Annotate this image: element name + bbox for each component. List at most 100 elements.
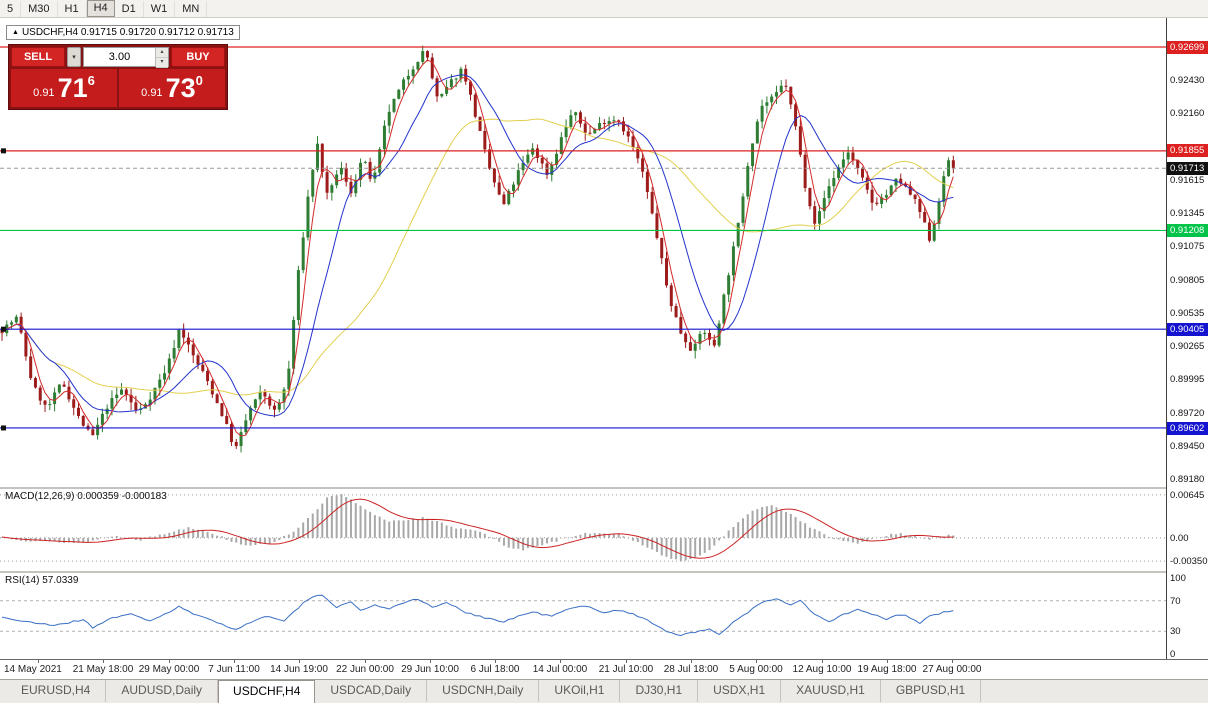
- time-axis-label: 21 May 18:00: [72, 664, 134, 675]
- pane-splitter[interactable]: [0, 487, 1208, 489]
- sell-price[interactable]: 0.91 71 6: [11, 69, 117, 107]
- chart-tab-usdcad-daily[interactable]: USDCAD,Daily: [315, 680, 428, 702]
- main-chart-pane[interactable]: ▲ USDCHF,H4 0.91715 0.91720 0.91712 0.917…: [0, 18, 1166, 487]
- time-axis-tick: [887, 660, 888, 663]
- time-axis-label: 5 Aug 00:00: [729, 664, 783, 675]
- time-axis-tick: [299, 660, 300, 663]
- price-axis-label: 0.91075: [1170, 241, 1205, 253]
- time-axis-tick: [756, 660, 757, 663]
- trade-prices-row: 0.91 71 6 0.91 73 0: [11, 69, 225, 107]
- sell-price-pipette: 6: [87, 72, 95, 88]
- price-axis-label: 0.90535: [1170, 307, 1205, 319]
- time-axis-tick: [234, 660, 235, 663]
- ma-mid-line: [1, 74, 954, 417]
- macd-canvas: [0, 494, 1166, 562]
- time-axis-tick: [169, 660, 170, 663]
- price-axis-label: 0.90805: [1170, 274, 1205, 286]
- buy-button[interactable]: BUY: [171, 47, 225, 67]
- symbol-ohlc-text: USDCHF,H4 0.91715 0.91720 0.91712 0.9171…: [21, 27, 234, 38]
- chart-tab-dj30-h1[interactable]: DJ30,H1: [620, 680, 699, 702]
- ma-fast-line: [1, 59, 954, 437]
- time-axis-tick: [560, 660, 561, 663]
- main-chart-canvas[interactable]: [0, 18, 1166, 487]
- chart-tab-usdcnh-daily[interactable]: USDCNH,Daily: [427, 680, 540, 702]
- macd-axis-label: 0.00645: [1170, 489, 1205, 501]
- price-axis-label: 0.90265: [1170, 340, 1205, 352]
- chart-tab-bar: EURUSD,H4 AUDUSD,Daily USDCHF,H4 USDCAD,Dai…: [0, 679, 1208, 703]
- time-axis-tick: [952, 660, 953, 663]
- timeframe-button-5[interactable]: 5: [0, 0, 22, 17]
- chart-tab-usdx-h1[interactable]: USDX,H1: [698, 680, 782, 702]
- spinner-up-icon[interactable]: ▴: [156, 48, 168, 58]
- macd-label: MACD(12,26,9) 0.000359 -0.000183: [5, 491, 167, 502]
- buy-price-big: 73: [165, 73, 196, 103]
- rsi-canvas: [0, 594, 1166, 637]
- volume-spinner: ▴ ▾: [155, 48, 168, 68]
- timeframe-button-m30[interactable]: M30: [21, 0, 58, 17]
- macd-signal-line: [1, 498, 954, 559]
- rsi-axis-label: 100: [1170, 573, 1186, 584]
- price-axis-label: 0.92430: [1170, 74, 1205, 86]
- price-tag-0.90405: 0.90405: [1167, 322, 1208, 336]
- time-axis: 14 May 2021 21 May 18:00 29 May 00:00 7 Jun…: [0, 659, 1208, 679]
- buy-price-prefix: 0.91: [141, 87, 163, 99]
- buy-price-pipette: 0: [195, 72, 203, 88]
- price-axis-label: 0.89180: [1170, 474, 1205, 486]
- spinner-down-icon[interactable]: ▾: [156, 58, 168, 68]
- ma-slow-line: [1, 118, 954, 396]
- time-axis-tick: [495, 660, 496, 663]
- price-tag-0.92699: 0.92699: [1167, 40, 1208, 54]
- chart-tab-gbpusd-h1[interactable]: GBPUSD,H1: [881, 680, 982, 702]
- price-tag-0.91855: 0.91855: [1167, 144, 1208, 158]
- timeframe-button-w1[interactable]: W1: [144, 0, 176, 17]
- chart-tab-xauusd-h1[interactable]: XAUUSD,H1: [781, 680, 881, 702]
- time-axis-label: 14 Jul 00:00: [532, 664, 588, 675]
- timeframe-toolbar: 5 M30 H1 H4 D1 W1 MN: [0, 0, 1208, 18]
- time-axis-label: 28 Jul 18:00: [663, 664, 719, 675]
- price-axis-label: 0.91615: [1170, 174, 1205, 186]
- pane-splitter[interactable]: [0, 571, 1208, 573]
- macd-axis-label: 0.00: [1170, 532, 1189, 544]
- time-axis-label: 12 Aug 10:00: [792, 664, 852, 675]
- time-axis-tick: [691, 660, 692, 663]
- price-tag-0.91208: 0.91208: [1167, 223, 1208, 237]
- chart-tab-eurusd-h4[interactable]: EURUSD,H4: [6, 680, 107, 702]
- time-axis-label: 14 Jun 19:00: [270, 664, 328, 675]
- time-axis-tick: [38, 660, 39, 663]
- time-axis-tick: [822, 660, 823, 663]
- time-axis-label: 19 Aug 18:00: [857, 664, 917, 675]
- buy-price[interactable]: 0.91 73 0: [119, 69, 225, 107]
- time-axis-label: 21 Jul 10:00: [598, 664, 654, 675]
- timeframe-button-h4[interactable]: H4: [86, 0, 115, 17]
- time-axis-label: 14 May 2021: [4, 664, 62, 675]
- time-axis-label: 22 Jun 00:00: [336, 664, 394, 675]
- macd-axis-label: -0.00350: [1170, 556, 1208, 568]
- rsi-indicator-pane[interactable]: RSI(14) 57.0339: [0, 571, 1166, 659]
- timeframe-button-h1[interactable]: H1: [58, 0, 87, 17]
- rsi-line: [1, 594, 954, 637]
- time-axis-tick: [430, 660, 431, 663]
- timeframe-button-mn[interactable]: MN: [175, 0, 208, 17]
- volume-dropdown-button[interactable]: ▾: [67, 47, 81, 67]
- chevron-down-icon: ▾: [72, 54, 76, 61]
- rsi-label: RSI(14) 57.0339: [5, 575, 79, 586]
- time-axis-label: 29 May 00:00: [138, 664, 200, 675]
- price-axis-label: 0.89995: [1170, 374, 1205, 386]
- macd-histogram: [1, 494, 955, 562]
- price-tag-0.91713: 0.91713: [1167, 161, 1208, 175]
- macd-indicator-pane[interactable]: MACD(12,26,9) 0.000359 -0.000183: [0, 487, 1166, 571]
- time-axis-label: 6 Jul 18:00: [470, 664, 520, 675]
- time-axis-tick: [103, 660, 104, 663]
- chart-tab-ukoil-h1[interactable]: UKOil,H1: [539, 680, 621, 702]
- timeframe-button-d1[interactable]: D1: [115, 0, 144, 17]
- price-axis-label: 0.89450: [1170, 441, 1205, 453]
- rsi-axis-label: 30: [1170, 626, 1181, 638]
- chart-tab-usdchf-h4[interactable]: USDCHF,H4: [218, 680, 316, 703]
- trade-controls-row: SELL ▾ 3.00 ▴ ▾ BUY: [11, 47, 225, 68]
- sell-button[interactable]: SELL: [11, 47, 65, 67]
- price-axis-label: 0.92160: [1170, 107, 1205, 119]
- time-axis-tick: [626, 660, 627, 663]
- chart-tab-audusd-daily[interactable]: AUDUSD,Daily: [106, 680, 219, 702]
- volume-field[interactable]: 3.00 ▴ ▾: [83, 47, 169, 68]
